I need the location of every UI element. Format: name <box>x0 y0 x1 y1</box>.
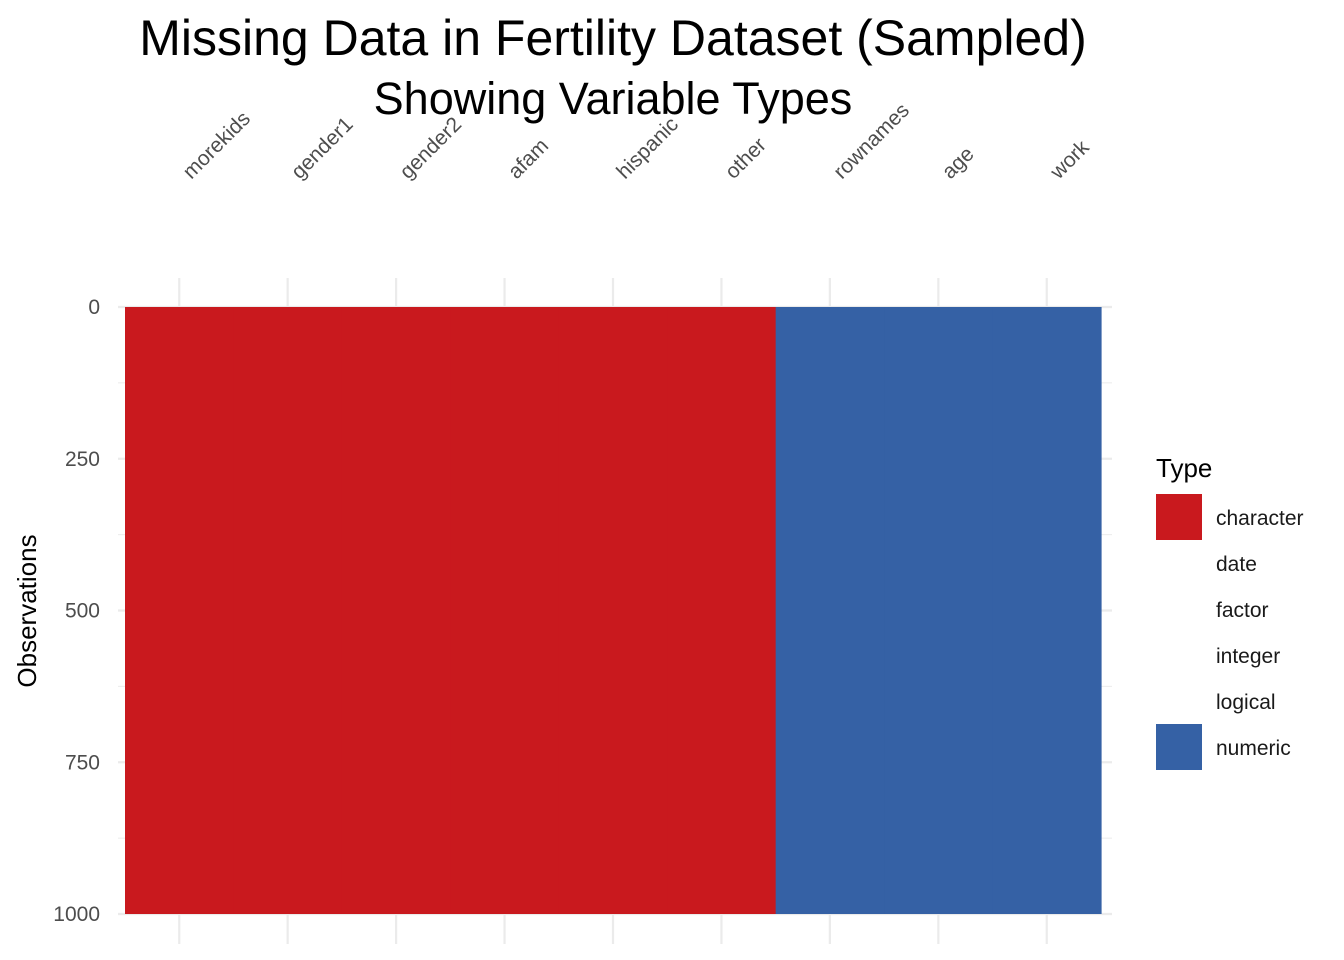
legend-swatch-character <box>1156 494 1202 540</box>
x-tick-label: other <box>721 133 771 183</box>
chart-title: Missing Data in Fertility Dataset (Sampl… <box>139 10 1087 66</box>
legend-label-character: character <box>1216 507 1304 530</box>
legend-label-numeric: numeric <box>1216 737 1291 760</box>
cell-afam <box>450 307 560 914</box>
cell-gender2 <box>341 307 451 914</box>
chart-subtitle: Showing Variable Types <box>374 73 853 124</box>
cell-age <box>884 307 994 914</box>
y-axis-title: Observations <box>12 534 42 687</box>
y-tick-label: 0 <box>88 296 100 319</box>
legend-label-logical: logical <box>1216 691 1276 714</box>
x-tick-label: gender1 <box>287 113 358 184</box>
cell-gender1 <box>233 307 343 914</box>
type-cells <box>125 307 1102 914</box>
x-tick-label: work <box>1045 136 1094 185</box>
y-tick-label: 500 <box>65 600 100 623</box>
legend-label-factor: factor <box>1216 599 1269 622</box>
y-tick-label: 750 <box>65 751 100 774</box>
legend-title: Type <box>1156 453 1212 483</box>
cell-morekids <box>125 307 235 914</box>
cell-work <box>992 307 1102 914</box>
cell-rownames <box>775 307 885 914</box>
legend: character date factor integer logical numeric <box>1156 494 1304 770</box>
y-tick-label: 250 <box>65 448 100 471</box>
y-tick-label: 1000 <box>53 903 100 926</box>
x-tick-label: afam <box>504 134 553 183</box>
y-axis-labels: 0 250 500 750 1000 <box>53 296 100 926</box>
x-tick-label: morekids <box>178 107 255 184</box>
x-tick-label: age <box>938 142 979 183</box>
cell-other <box>667 307 777 914</box>
legend-label-date: date <box>1216 553 1257 576</box>
cell-hispanic <box>558 307 668 914</box>
legend-label-integer: integer <box>1216 645 1280 668</box>
legend-swatch-numeric <box>1156 724 1202 770</box>
